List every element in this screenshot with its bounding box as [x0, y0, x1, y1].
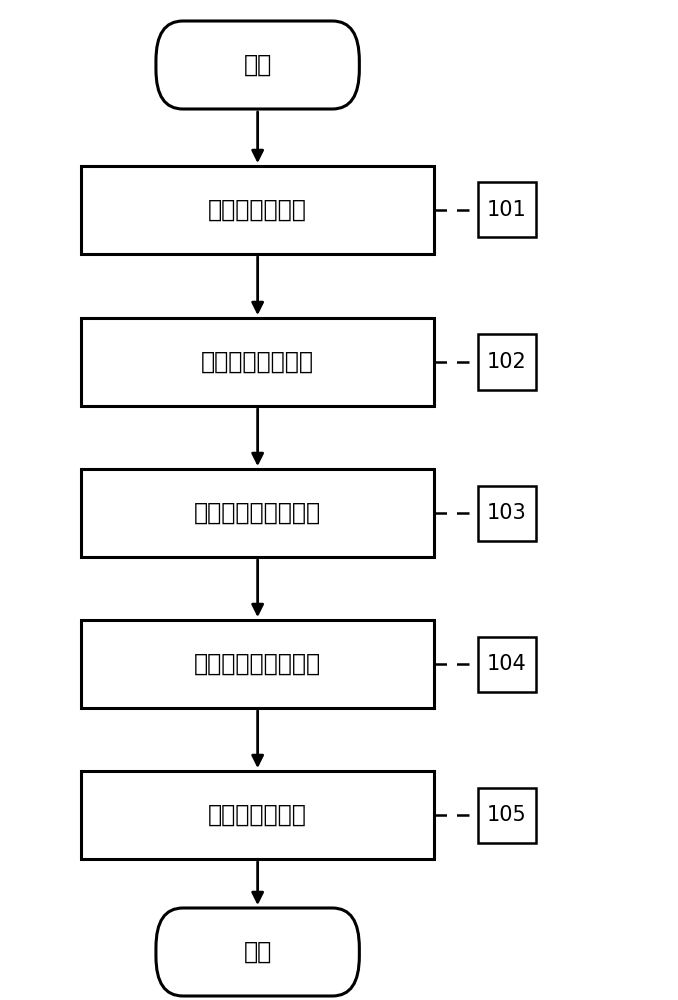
Bar — [478, 182, 536, 237]
Bar — [81, 318, 434, 406]
Text: 细胞寻迹与分割: 细胞寻迹与分割 — [208, 803, 307, 827]
Text: 104: 104 — [487, 654, 527, 674]
Text: 105: 105 — [487, 805, 527, 825]
FancyBboxPatch shape — [156, 908, 359, 996]
Bar — [478, 486, 536, 540]
Text: 移动位置向量生成: 移动位置向量生成 — [201, 350, 314, 374]
Bar — [478, 637, 536, 692]
Bar — [81, 620, 434, 708]
Bar — [478, 334, 536, 389]
Text: 图像分割与向量预测: 图像分割与向量预测 — [194, 501, 321, 525]
Text: 开始: 开始 — [243, 53, 272, 77]
Bar — [81, 771, 434, 859]
Text: 移动位置向量后处理: 移动位置向量后处理 — [194, 652, 321, 676]
Bar — [478, 788, 536, 842]
FancyBboxPatch shape — [156, 21, 359, 109]
Text: 102: 102 — [487, 352, 527, 372]
Bar — [81, 469, 434, 557]
Text: 101: 101 — [487, 200, 527, 220]
Bar — [81, 166, 434, 254]
Text: 细胞图像预处理: 细胞图像预处理 — [208, 198, 307, 222]
Text: 103: 103 — [487, 503, 527, 523]
Text: 结束: 结束 — [243, 940, 272, 964]
